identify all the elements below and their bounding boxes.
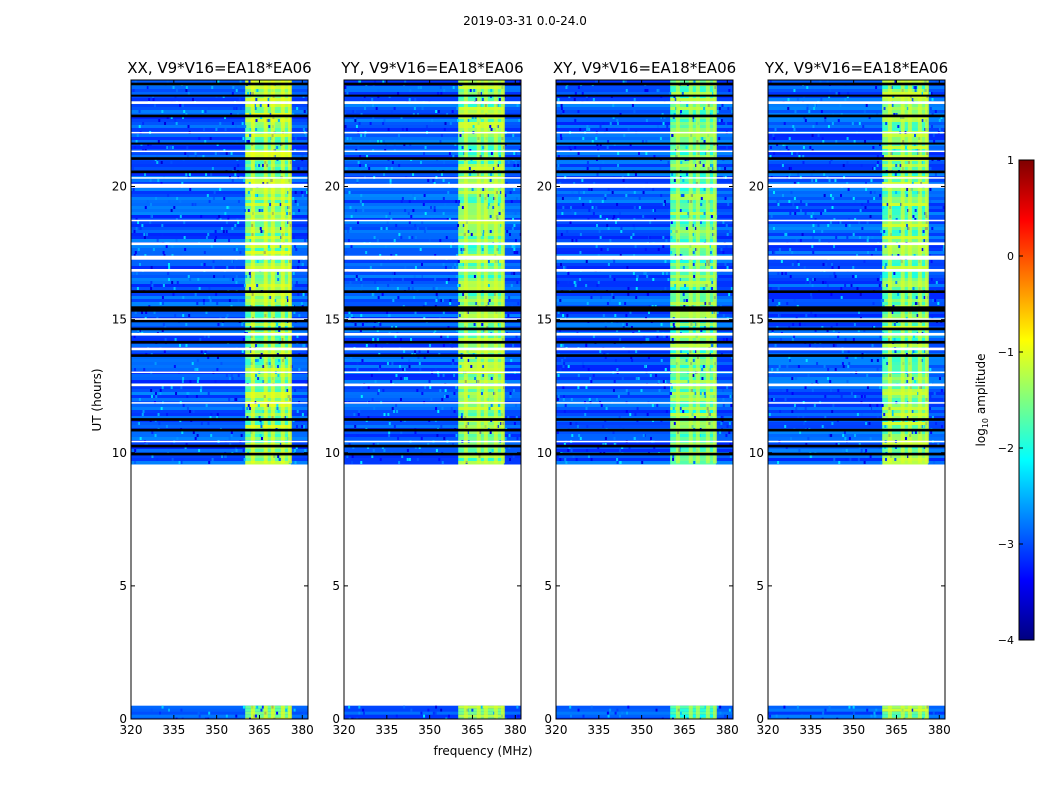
y-axis-label: UT (hours) (90, 368, 104, 432)
spectrogram-image (556, 80, 733, 719)
colorbar-tick-label: −2 (998, 442, 1014, 455)
x-tick-label: 350 (418, 723, 441, 737)
y-tick-label: 20 (537, 180, 552, 194)
spectrogram-image (768, 80, 945, 719)
panel-xx: XX, V9*V16=EA18*EA06 320 335 350 365 380 0 5 10 1… (112, 59, 314, 737)
x-tick-label: 350 (205, 723, 228, 737)
x-tick-label: 380 (504, 723, 527, 737)
axes-frame (555, 79, 734, 720)
y-tick-label: 5 (332, 579, 340, 593)
x-tick-label: 320 (120, 723, 143, 737)
x-tick-label: 365 (885, 723, 908, 737)
y-tick-label: 10 (537, 446, 552, 460)
y-tick-label: 5 (756, 579, 764, 593)
axes-frame (130, 79, 309, 720)
x-tick-label: 365 (248, 723, 271, 737)
axes-frame (343, 79, 522, 720)
y-tick-label: 0 (544, 712, 552, 726)
colorbar-tick-label: 1 (1007, 154, 1014, 167)
y-tick-label: 15 (537, 313, 552, 327)
colorbar-label: log10 amplitude (973, 353, 991, 447)
y-tick-label: 0 (332, 712, 340, 726)
colorbar-tick-label: −4 (998, 634, 1014, 647)
colorbar-tick-label: −1 (998, 346, 1014, 359)
colorbar-tick-label: −3 (998, 538, 1014, 551)
y-tick-label: 15 (749, 313, 764, 327)
spectrogram-image (344, 80, 521, 719)
y-tick-label: 15 (112, 313, 127, 327)
y-tick-label: 20 (749, 180, 764, 194)
x-tick-label: 320 (333, 723, 356, 737)
y-tick-label: 10 (112, 446, 127, 460)
y-tick-label: 0 (119, 712, 127, 726)
y-tick-label: 15 (325, 313, 340, 327)
x-tick-label: 350 (630, 723, 653, 737)
x-tick-label: 380 (716, 723, 739, 737)
panel-title: XX, V9*V16=EA18*EA06 (127, 59, 311, 77)
x-tick-label: 320 (545, 723, 568, 737)
x-tick-label: 335 (587, 723, 610, 737)
figure-title: 2019-03-31 0.0-24.0 (463, 14, 587, 28)
y-tick-label: 0 (756, 712, 764, 726)
x-tick-label: 365 (673, 723, 696, 737)
x-tick-label: 365 (461, 723, 484, 737)
x-tick-label: 350 (842, 723, 865, 737)
y-tick-label: 5 (544, 579, 552, 593)
panel-xy: XY, V9*V16=EA18*EA06 320 335 350 365 380 0 5 10 1… (537, 59, 739, 737)
colorbar-tick-label: 0 (1007, 250, 1014, 263)
x-tick-label: 335 (375, 723, 398, 737)
axes-frame (767, 79, 946, 720)
panel-title: YX, V9*V16=EA18*EA06 (764, 59, 948, 77)
x-tick-label: 335 (162, 723, 185, 737)
colorbar-gradient (1018, 159, 1035, 641)
y-tick-label: 20 (112, 180, 127, 194)
x-tick-label: 380 (928, 723, 951, 737)
panel-yx: YX, V9*V16=EA18*EA06 320 335 350 365 380 0 5 10 1… (749, 59, 951, 737)
y-tick-label: 20 (325, 180, 340, 194)
panel-title: YY, V9*V16=EA18*EA06 (340, 59, 523, 77)
x-tick-label: 380 (291, 723, 314, 737)
y-tick-label: 10 (749, 446, 764, 460)
x-tick-label: 320 (757, 723, 780, 737)
panel-title: XY, V9*V16=EA18*EA06 (553, 59, 736, 77)
x-tick-label: 335 (799, 723, 822, 737)
spectrogram-image (131, 80, 308, 719)
y-tick-label: 5 (119, 579, 127, 593)
y-tick-label: 10 (325, 446, 340, 460)
colorbar: −4 −3 −2 −1 0 1 (998, 154, 1035, 647)
x-axis-label: frequency (MHz) (433, 744, 533, 758)
panel-yy: YY, V9*V16=EA18*EA06 320 335 350 365 380 0 5 10 1… (325, 59, 527, 737)
